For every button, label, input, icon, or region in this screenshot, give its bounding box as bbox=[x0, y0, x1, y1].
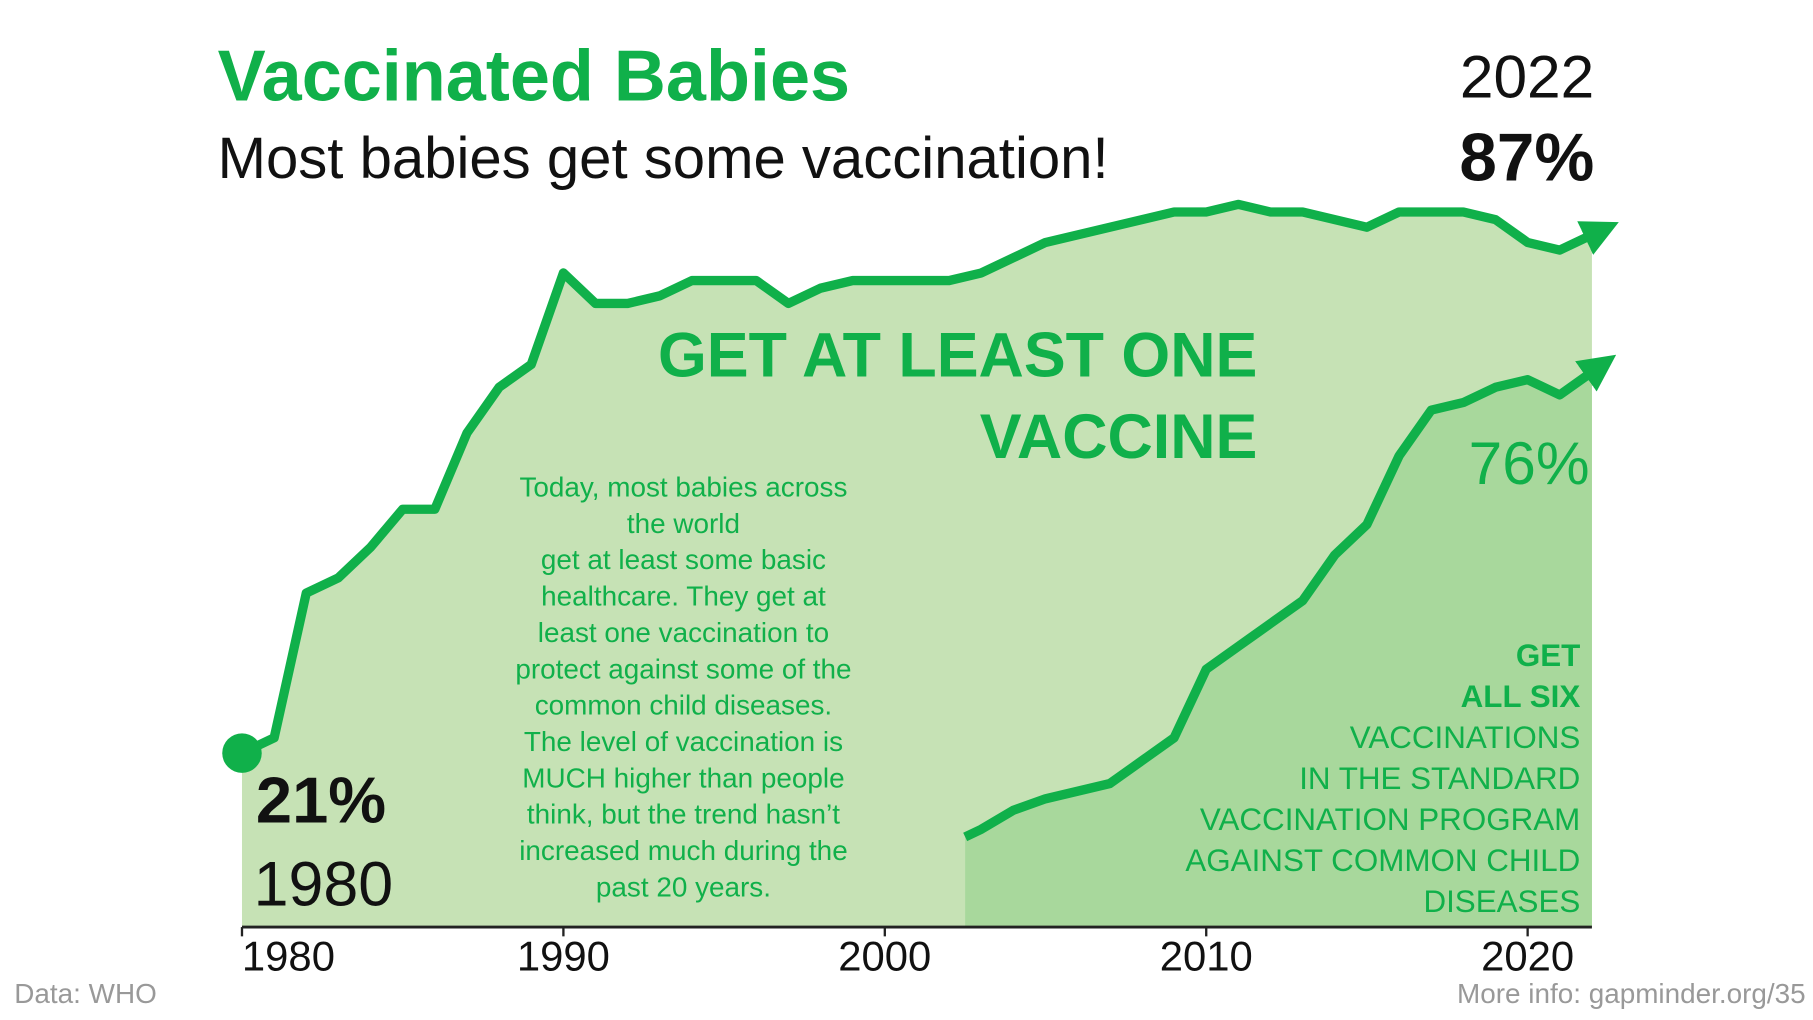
series-label: VACCINATION PROGRAM bbox=[1200, 802, 1580, 837]
line bbox=[239, 199, 1619, 758]
start-value: 21% bbox=[256, 763, 386, 836]
note-line: common child diseases. bbox=[535, 690, 832, 721]
start-dot bbox=[222, 733, 262, 773]
note-line: Today, most babies across bbox=[519, 471, 847, 502]
note-line: get at least some basic bbox=[541, 544, 826, 575]
note-line: protect against some of the bbox=[515, 653, 851, 684]
series-label: GET bbox=[1516, 638, 1580, 673]
series-label: IN THE STANDARD bbox=[1299, 761, 1580, 796]
note-line: past 20 years. bbox=[596, 871, 771, 902]
end-year: 2022 bbox=[1460, 42, 1594, 110]
series-label: AGAINST COMMON CHILD bbox=[1185, 843, 1580, 878]
area bbox=[965, 372, 1592, 928]
note-line: think, but the trend hasn’t bbox=[527, 799, 840, 830]
series-end-label: 76% bbox=[1469, 429, 1590, 497]
x-tick-label: 1990 bbox=[517, 933, 610, 980]
end-value: 87% bbox=[1459, 120, 1594, 195]
note-line: increased much during the bbox=[519, 835, 847, 866]
start-year: 1980 bbox=[254, 849, 394, 919]
x-tick-label: 1980 bbox=[242, 933, 335, 980]
plot-area bbox=[222, 199, 1619, 928]
x-tick-label: 2020 bbox=[1481, 933, 1574, 980]
chart-title: Vaccinated Babies bbox=[218, 36, 850, 116]
note-line: The level of vaccination is bbox=[524, 726, 843, 757]
series-label: ALL SIX bbox=[1461, 679, 1581, 714]
series-label: VACCINE bbox=[980, 402, 1258, 472]
subtitle: Most babies get some vaccination! bbox=[218, 126, 1109, 191]
series-label: DISEASES bbox=[1423, 884, 1580, 919]
x-tick-label: 2010 bbox=[1160, 933, 1253, 980]
line bbox=[963, 354, 1617, 842]
note-line: least one vaccination to bbox=[538, 617, 829, 648]
note-line: MUCH higher than people bbox=[522, 762, 844, 793]
note-line: healthcare. They get at bbox=[541, 581, 826, 612]
series-label: VACCINATIONS bbox=[1350, 720, 1581, 755]
more-info: More info: gapminder.org/35 bbox=[1457, 978, 1806, 1009]
x-tick-label: 2000 bbox=[838, 933, 931, 980]
note-line: the world bbox=[627, 508, 740, 539]
source: Data: WHO bbox=[14, 978, 156, 1009]
series-label: GET AT LEAST ONE bbox=[658, 321, 1257, 391]
